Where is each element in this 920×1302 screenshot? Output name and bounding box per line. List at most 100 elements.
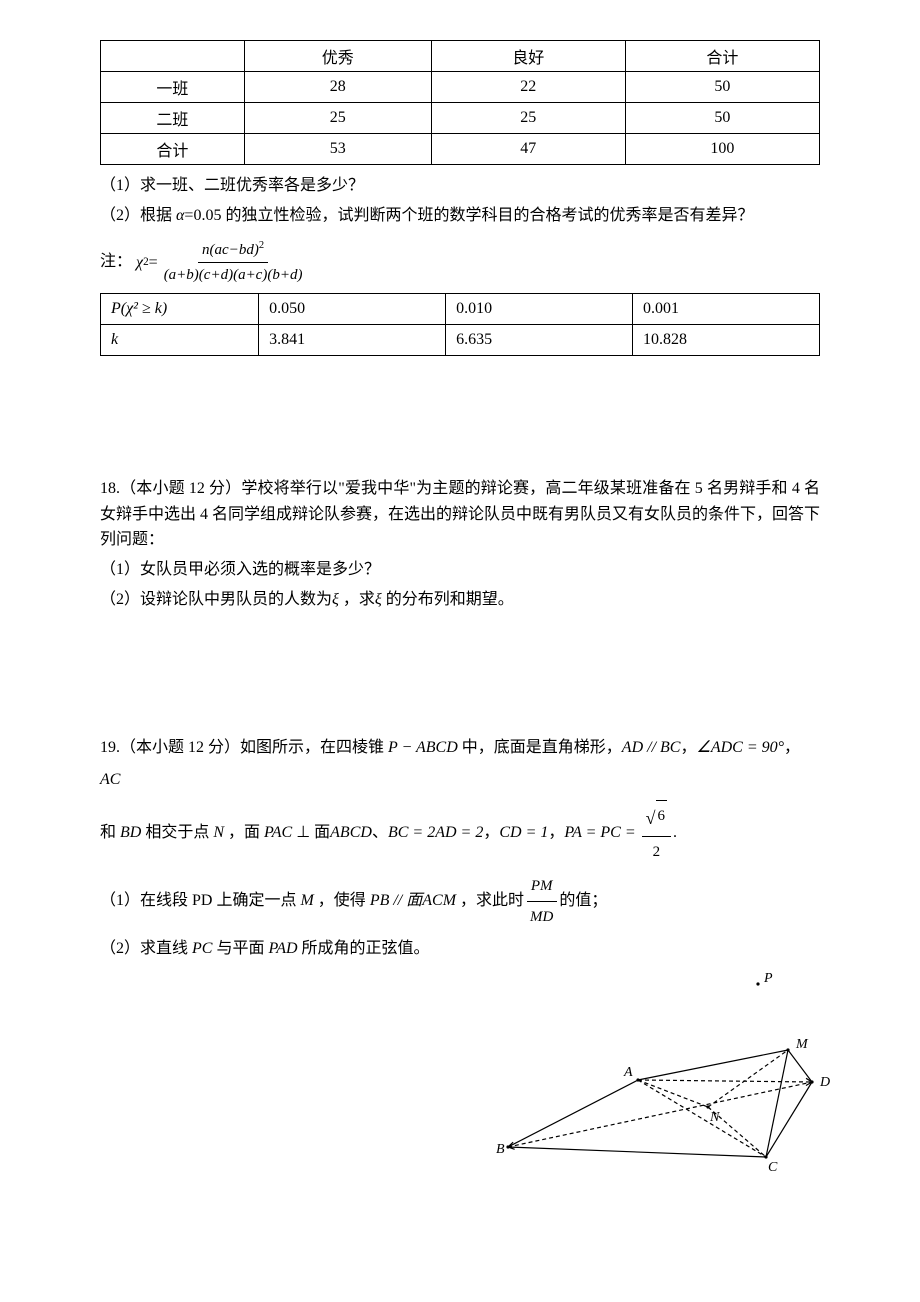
text: ，	[548, 824, 564, 841]
text: ，	[784, 739, 800, 756]
th-total: 合计	[625, 41, 819, 72]
chi-formula-line: 注： χ 2 = n(ac−bd)2 (a+b)(c+d)(a+c)(b+d)	[100, 238, 820, 287]
text: ，求	[339, 591, 375, 608]
cell: 0.001	[633, 294, 820, 325]
cell: 28	[244, 72, 431, 103]
den: 2	[649, 837, 665, 867]
svg-text:D: D	[819, 1075, 830, 1090]
svg-text:M: M	[795, 1037, 809, 1052]
q18-sub1: （1）女队员甲必须入选的概率是多少？	[100, 557, 820, 583]
math: PC	[192, 940, 212, 957]
math: BC = 2AD = 2	[388, 824, 483, 841]
cell: 47	[431, 134, 625, 165]
pyramid-diagram: PABCDMN	[490, 972, 830, 1172]
math: PAD	[268, 940, 297, 957]
chi-symbol: χ	[136, 250, 143, 276]
table-row: P(χ² ≥ k) 0.050 0.010 0.001	[101, 294, 820, 325]
radicand: 6	[656, 800, 668, 831]
cell: 25	[244, 103, 431, 134]
q19-line1: 19.（本小题 12 分）如图所示，在四棱锥 P − ABCD 中，底面是直角梯…	[100, 732, 820, 796]
q17-sub2: （2）根据 α=0.05 的独立性检验，试判断两个班的数学科目的合格考试的优秀率…	[100, 203, 820, 229]
sqrt6-over-2: √62	[642, 800, 671, 867]
q17-sub1: （1）求一班、二班优秀率各是多少？	[100, 173, 820, 199]
paren: (ac−bd)	[210, 242, 259, 258]
cell: 50	[625, 72, 819, 103]
cell: 6.635	[446, 325, 633, 356]
math: N	[213, 824, 224, 841]
chi-numerator: n(ac−bd)2	[198, 238, 268, 263]
text: .	[673, 824, 677, 841]
q18-title: 18.（本小题 12 分）学校将举行以"爱我中华"为主题的辩论赛，高二年级某班准…	[100, 476, 820, 553]
q18-section: 18.（本小题 12 分）学校将举行以"爱我中华"为主题的辩论赛，高二年级某班准…	[100, 476, 820, 612]
math: ∠ADC = 90°	[696, 739, 784, 756]
text: 的分布列和期望。	[382, 591, 514, 608]
chi-square-table: P(χ² ≥ k) 0.050 0.010 0.001 k 3.841 6.63…	[100, 293, 820, 356]
cell: 3.841	[259, 325, 446, 356]
table-row: 合计 53 47 100	[101, 134, 820, 165]
text: 的值；	[559, 892, 607, 909]
cell: 10.828	[633, 325, 820, 356]
th-good: 良好	[431, 41, 625, 72]
text: 、	[372, 824, 388, 841]
q19-section: 19.（本小题 12 分）如图所示，在四棱锥 P − ABCD 中，底面是直角梯…	[100, 732, 820, 962]
n: n	[202, 242, 210, 258]
cell: 53	[244, 134, 431, 165]
math: ABCD	[330, 824, 372, 841]
num: PM	[527, 871, 557, 902]
table-row: 一班 28 22 50	[101, 72, 820, 103]
text: ，求此时	[456, 892, 524, 909]
text: （1）在线段 PD 上确定一点	[100, 892, 300, 909]
equals: =	[149, 250, 158, 276]
svg-text:N: N	[709, 1110, 720, 1125]
cell: k	[101, 325, 259, 356]
q19-sub1: （1）在线段 PD 上确定一点 M ，使得 PB // 面ACM ，求此时PMM…	[100, 871, 820, 932]
text: 所成角的正弦值。	[298, 940, 430, 957]
q19-line2: 和 BD 相交于点 N ，面 PAC ⊥ 面ABCD、BC = 2AD = 2，…	[100, 800, 820, 867]
th-blank	[101, 41, 245, 72]
num: √6	[642, 800, 671, 837]
math: P − ABCD	[388, 739, 458, 756]
q19-sub2: （2）求直线 PC 与平面 PAD 所成角的正弦值。	[100, 936, 820, 962]
chi-formula: χ 2 = n(ac−bd)2 (a+b)(c+d)(a+c)(b+d)	[136, 238, 308, 287]
text: （2）求直线	[100, 940, 192, 957]
chi-fraction: n(ac−bd)2 (a+b)(c+d)(a+c)(b+d)	[160, 238, 307, 287]
text: 19.（本小题 12 分）如图所示，在四棱锥	[100, 739, 388, 756]
text: 中，底面是直角梯形，	[458, 739, 622, 756]
cell: 0.010	[446, 294, 633, 325]
sqrt-icon: √6	[646, 800, 667, 836]
math: AD // BC	[622, 739, 681, 756]
note-label: 注：	[100, 253, 132, 270]
radical-symbol: √	[646, 800, 656, 836]
pm-over-md: PMMD	[526, 871, 557, 932]
math: AC	[100, 771, 120, 788]
cell: 25	[431, 103, 625, 134]
cell: 0.050	[259, 294, 446, 325]
cell: 22	[431, 72, 625, 103]
text: ，	[680, 739, 696, 756]
svg-text:P: P	[763, 972, 773, 986]
exp: 2	[259, 240, 264, 251]
cell: P(χ² ≥ k)	[101, 294, 259, 325]
text: 和	[100, 824, 120, 841]
text: 与平面	[212, 940, 268, 957]
den: MD	[526, 902, 557, 932]
text: ，面	[224, 824, 264, 841]
text: ⊥ 面	[292, 824, 330, 841]
svg-text:C: C	[768, 1160, 778, 1172]
text: （2）设辩论队中男队员的人数为	[100, 591, 332, 608]
math: PAC	[264, 824, 292, 841]
table-header-row: 优秀 良好 合计	[101, 41, 820, 72]
chi-denominator: (a+b)(c+d)(a+c)(b+d)	[160, 263, 307, 287]
svg-text:A: A	[623, 1065, 633, 1080]
xi-symbol: ξ	[332, 591, 339, 608]
math: PA = PC =	[564, 824, 639, 841]
cell: 50	[625, 103, 819, 134]
th-excellent: 优秀	[244, 41, 431, 72]
cell: 一班	[101, 72, 245, 103]
table-row: k 3.841 6.635 10.828	[101, 325, 820, 356]
text: =0.05 的独立性检验，试判断两个班的数学科目的合格考试的优秀率是否有差异？	[184, 207, 753, 224]
text: （2）根据	[100, 207, 176, 224]
cell: 100	[625, 134, 819, 165]
math: M	[300, 892, 313, 909]
table1-section: 优秀 良好 合计 一班 28 22 50 二班 25 25 50 合计 53 4…	[100, 40, 820, 356]
